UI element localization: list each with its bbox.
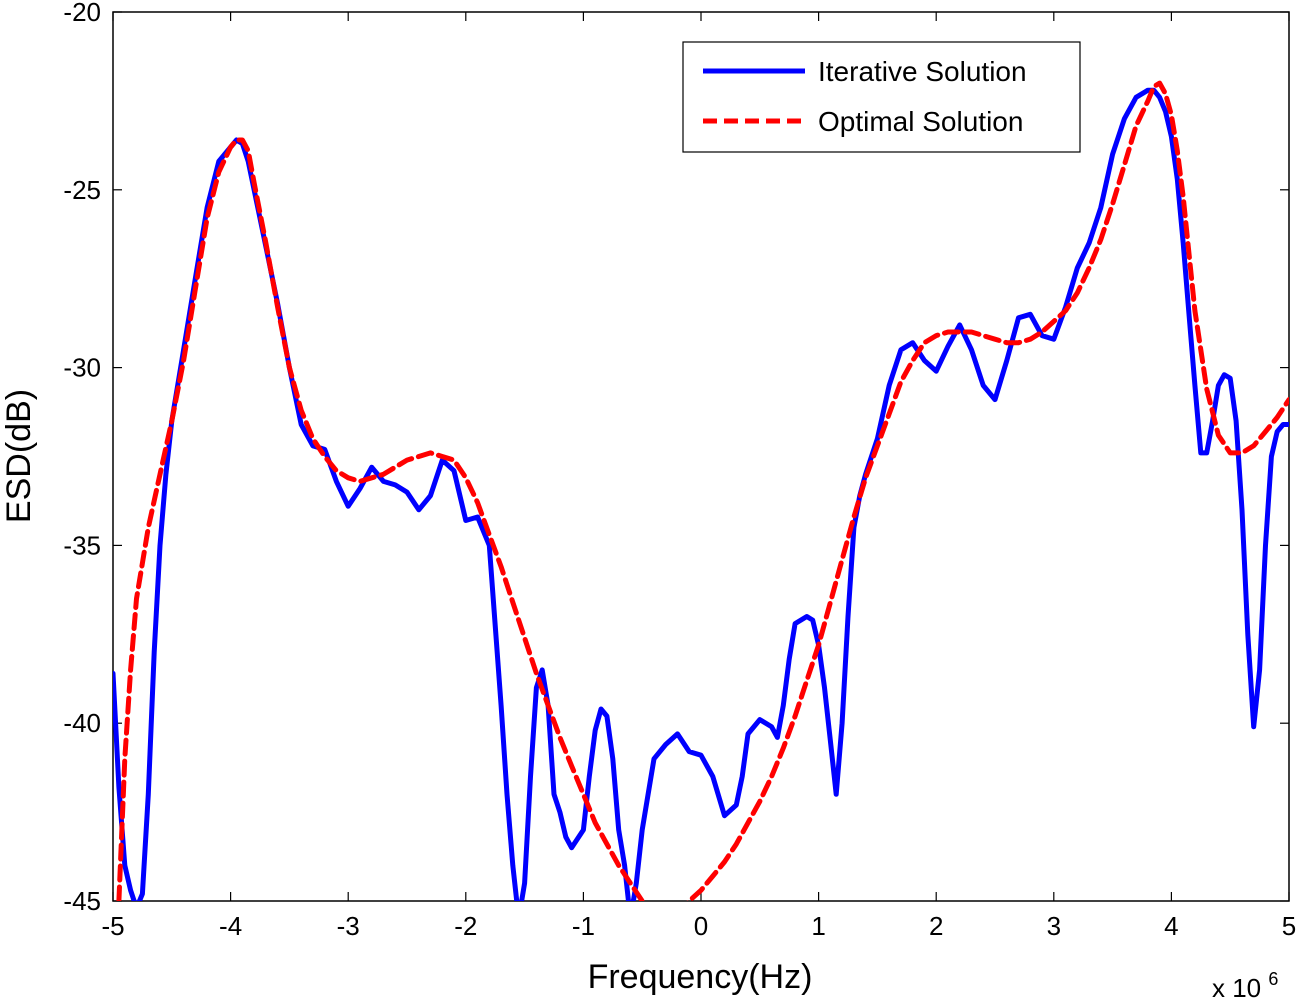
- series-layer: [113, 80, 1289, 901]
- x-multiplier-base: x 10: [1212, 973, 1261, 1000]
- x-multiplier-exponent: 6: [1268, 969, 1278, 989]
- legend-box: [682, 41, 1081, 153]
- x-tick-label: 2: [929, 911, 943, 941]
- x-tick-label: 4: [1164, 911, 1178, 941]
- x-tick-label: -2: [454, 911, 477, 941]
- x-tick-label: 0: [694, 911, 708, 941]
- axis-ticks: [112, 11, 1290, 902]
- x-tick-label: 3: [1047, 911, 1061, 941]
- y-tick-label: -35: [63, 530, 101, 560]
- legend-label-iterative: Iterative Solution: [818, 56, 1027, 87]
- y-tick-label: -30: [63, 353, 101, 383]
- x-tick-label: -4: [219, 911, 242, 941]
- x-axis-multiplier: x 10 6: [1212, 969, 1278, 1000]
- x-tick-label: -5: [101, 911, 124, 941]
- legend: Iterative Solution Optimal Solution: [682, 41, 1081, 153]
- x-tick-labels: -5 -4 -3 -2 -1 0 1 2 3 4 5: [101, 911, 1296, 941]
- y-axis-title: ESD(dB): [0, 389, 38, 523]
- x-tick-label: -1: [572, 911, 595, 941]
- y-tick-label: -20: [63, 0, 101, 27]
- x-tick-label: -3: [337, 911, 360, 941]
- legend-label-optimal: Optimal Solution: [818, 106, 1023, 137]
- series-line-optimal: [116, 80, 1289, 901]
- x-tick-label: 1: [811, 911, 825, 941]
- y-tick-label: -45: [63, 886, 101, 916]
- y-tick-labels: -45 -40 -35 -30 -25 -20: [63, 0, 101, 916]
- y-tick-label: -40: [63, 708, 101, 738]
- x-tick-label: 5: [1282, 911, 1296, 941]
- y-tick-label: -25: [63, 175, 101, 205]
- x-axis-title: Frequency(Hz): [588, 958, 813, 996]
